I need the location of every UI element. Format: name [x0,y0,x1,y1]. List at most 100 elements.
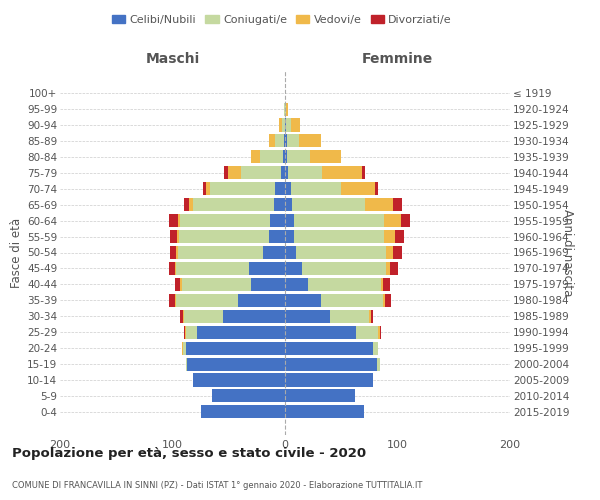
Y-axis label: Fasce di età: Fasce di età [10,218,23,288]
Bar [361,166,365,179]
Bar [227,166,241,179]
Bar [386,246,393,259]
Bar [169,294,175,307]
Bar [182,342,186,354]
Bar [285,166,289,179]
Bar [377,358,380,370]
Bar [290,182,341,196]
Bar [379,326,380,338]
Bar [287,150,310,164]
Bar [193,374,285,386]
Bar [341,182,375,196]
Bar [170,246,176,259]
Bar [356,326,379,338]
Bar [373,342,379,354]
Bar [285,358,377,370]
Bar [186,358,187,370]
Bar [384,214,401,227]
Bar [186,326,197,338]
Bar [224,166,227,179]
Bar [292,198,365,211]
Bar [294,230,384,243]
Bar [395,230,404,243]
Bar [285,326,356,338]
Bar [184,326,185,338]
Bar [179,230,269,243]
Y-axis label: Anni di nascita: Anni di nascita [560,209,574,296]
Bar [285,374,373,386]
Bar [330,310,370,323]
Bar [176,246,178,259]
Bar [285,262,302,275]
Bar [197,326,285,338]
Bar [175,294,176,307]
Bar [260,150,283,164]
Bar [308,278,380,291]
Bar [209,182,275,196]
Bar [322,166,361,179]
Bar [186,342,285,354]
Bar [177,230,179,243]
Bar [274,198,285,211]
Bar [190,198,193,211]
Bar [182,278,251,291]
Bar [285,406,364,418]
Bar [285,198,292,211]
Bar [285,390,355,402]
Bar [389,262,398,275]
Bar [393,198,402,211]
Bar [285,294,321,307]
Bar [285,182,290,196]
Bar [283,150,285,164]
Bar [285,342,373,354]
Bar [401,214,410,227]
Bar [251,150,260,164]
Bar [383,294,385,307]
Bar [371,310,373,323]
Bar [285,134,287,147]
Bar [185,326,186,338]
Bar [280,118,281,132]
Bar [181,278,182,291]
Bar [285,230,294,243]
Bar [175,278,181,291]
Bar [383,278,389,291]
Bar [321,294,383,307]
Bar [285,118,286,132]
Bar [289,166,322,179]
Bar [181,310,182,323]
Bar [281,166,285,179]
Bar [365,198,393,211]
Text: COMUNE DI FRANCAVILLA IN SINNI (PZ) - Dati ISTAT 1° gennaio 2020 - Elaborazione : COMUNE DI FRANCAVILLA IN SINNI (PZ) - Da… [12,480,422,490]
Bar [241,166,281,179]
Bar [176,294,238,307]
Bar [386,262,389,275]
Bar [271,214,285,227]
Bar [203,182,206,196]
Bar [286,118,290,132]
Bar [275,134,284,147]
Bar [170,230,177,243]
Bar [169,214,178,227]
Bar [193,198,274,211]
Bar [238,294,285,307]
Bar [176,262,249,275]
Bar [269,230,285,243]
Bar [380,278,383,291]
Bar [251,278,285,291]
Bar [285,214,294,227]
Bar [206,182,209,196]
Bar [249,262,285,275]
Bar [375,182,379,196]
Bar [200,406,285,418]
Bar [370,310,371,323]
Bar [169,262,175,275]
Bar [275,182,285,196]
Bar [263,246,285,259]
Bar [187,358,285,370]
Bar [175,262,176,275]
Bar [178,246,263,259]
Bar [212,390,285,402]
Bar [269,134,275,147]
Bar [393,246,402,259]
